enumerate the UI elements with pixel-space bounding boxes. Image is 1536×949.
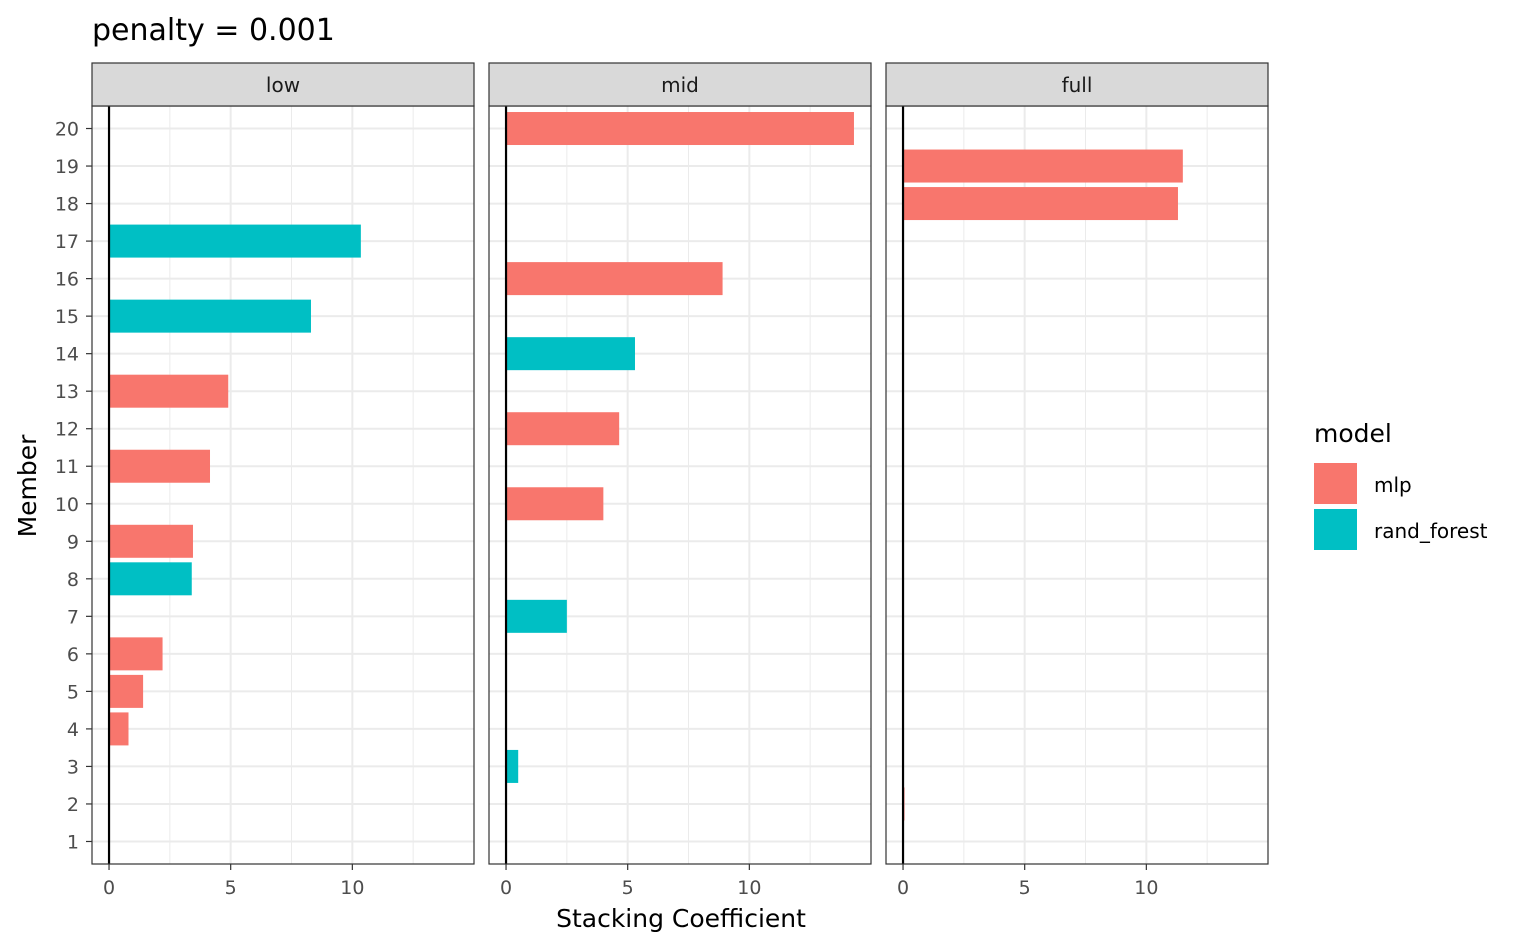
- y-tick-label: 13: [55, 381, 79, 403]
- bar-low-member-8: [109, 562, 192, 596]
- y-tick-label: 20: [55, 119, 79, 141]
- x-tick-label: 5: [1019, 877, 1031, 899]
- y-tick-label: 6: [67, 644, 79, 666]
- panel-background: [886, 106, 1268, 864]
- legend-label-mlp: mlp: [1374, 473, 1412, 497]
- facet-panel-full: full 0 5 10: [885, 62, 1269, 899]
- x-tick-label: 5: [225, 877, 237, 899]
- y-tick-label: 18: [55, 194, 79, 216]
- bar-mid-member-14: [506, 337, 635, 371]
- legend-label-rand-forest: rand_forest: [1374, 519, 1488, 543]
- bar-full-member-19: [903, 149, 1183, 183]
- y-tick-label: 7: [67, 606, 79, 628]
- bar-mid-member-12: [506, 412, 620, 446]
- y-tick-label: 9: [67, 531, 79, 553]
- y-tick-label: 17: [55, 231, 79, 253]
- x-tick-label: 5: [622, 877, 634, 899]
- bar-mid-member-7: [506, 599, 567, 633]
- legend-key-mlp: [1314, 463, 1357, 504]
- x-tick-label: 0: [897, 877, 909, 899]
- bar-mid-member-16: [506, 262, 723, 296]
- x-tick-label: 10: [1134, 877, 1158, 899]
- facet-strip-label: mid: [661, 73, 699, 97]
- facet-strip: [91, 62, 475, 107]
- x-tick-label: 0: [500, 877, 512, 899]
- panel-background: [489, 106, 871, 864]
- panel-background: [92, 106, 474, 864]
- x-tick-label: 10: [340, 877, 364, 899]
- facet-panel-mid: mid 0 5 10: [488, 62, 872, 899]
- facet-strip-label: low: [266, 73, 300, 97]
- bar-low-member-9: [109, 524, 193, 558]
- x-tick-label: 10: [737, 877, 761, 899]
- y-tick-label: 1: [67, 831, 79, 853]
- y-tick-label: 5: [67, 681, 79, 703]
- bar-mid-member-20: [506, 112, 854, 146]
- y-tick-label: 8: [67, 569, 79, 591]
- y-axis-title: Member: [13, 434, 42, 538]
- y-tick-label: 15: [55, 306, 79, 328]
- legend: model mlp rand_forest: [1314, 419, 1488, 550]
- x-axis-title: Stacking Coefficient: [556, 904, 806, 933]
- y-tick-label: 3: [67, 756, 79, 778]
- bar-low-member-17: [109, 224, 361, 258]
- y-tick-label: 19: [55, 156, 79, 178]
- y-tick-label: 16: [55, 269, 79, 291]
- bar-low-member-15: [109, 299, 311, 333]
- y-tick-label: 4: [67, 719, 79, 741]
- facet-strip: [885, 62, 1269, 107]
- bar-low-member-13: [109, 374, 229, 408]
- y-tick-label: 12: [55, 419, 79, 441]
- y-tick-label: 11: [55, 456, 79, 478]
- bar-low-member-5: [109, 674, 144, 708]
- bar-mid-member-3: [506, 749, 519, 783]
- legend-key-rand-forest: [1314, 509, 1357, 550]
- facet-panels: low 0 5 10 mid 0 5 10 full 0 5 10: [91, 62, 1269, 899]
- facet-panel-low: low 0 5 10: [91, 62, 475, 899]
- chart-title: penalty = 0.001: [92, 13, 335, 48]
- facet-strip: [488, 62, 872, 107]
- facet-strip-label: full: [1062, 73, 1093, 97]
- y-tick-label: 2: [67, 794, 79, 816]
- bar-low-member-6: [109, 637, 163, 671]
- bar-full-member-18: [903, 187, 1178, 221]
- y-tick-label: 14: [55, 344, 79, 366]
- bar-low-member-11: [109, 449, 211, 483]
- bar-low-member-4: [109, 712, 129, 746]
- y-tick-label: 10: [55, 494, 79, 516]
- x-tick-label: 0: [103, 877, 115, 899]
- bar-mid-member-10: [506, 487, 604, 521]
- legend-title: model: [1314, 419, 1392, 448]
